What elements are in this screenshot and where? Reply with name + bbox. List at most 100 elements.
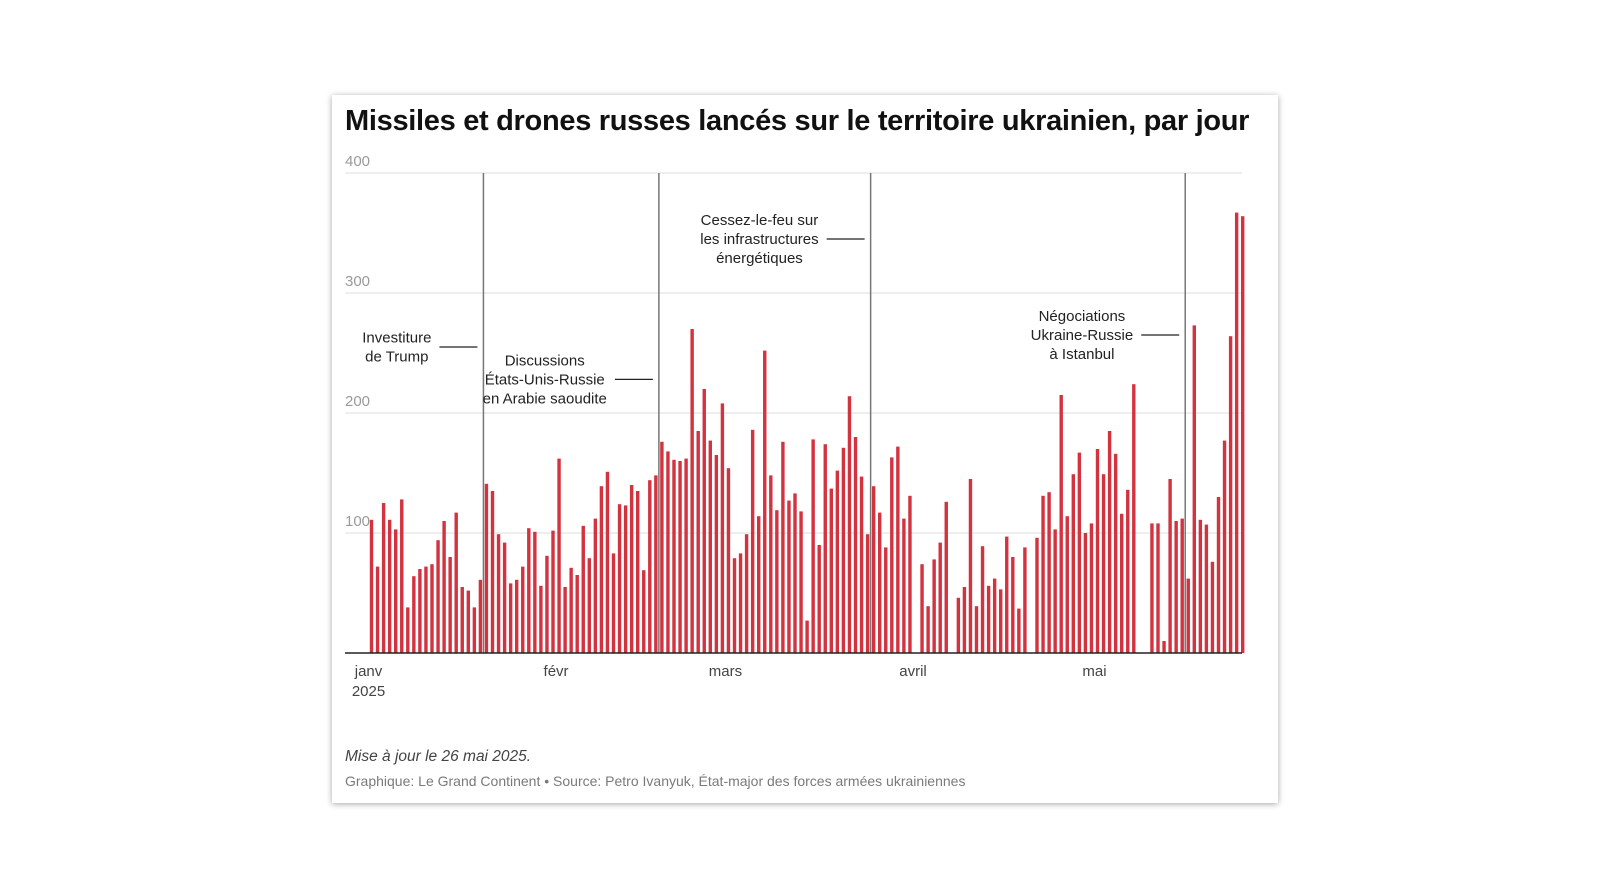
bar — [884, 547, 888, 653]
bar — [629, 485, 634, 653]
bar — [1241, 216, 1245, 653]
bar — [508, 583, 513, 653]
bar — [1198, 519, 1203, 653]
bar — [472, 607, 477, 653]
bar — [369, 519, 374, 653]
y-tick-label: 400 — [345, 153, 370, 170]
event-label: Investiture de Trump — [362, 330, 431, 366]
bar — [817, 545, 821, 653]
bar — [587, 558, 591, 653]
bar — [902, 518, 906, 653]
bar — [1216, 497, 1221, 653]
bar — [569, 567, 573, 653]
chart-title: Missiles et drones russes lancés sur le … — [345, 105, 1250, 137]
bar-chart: 400 300 200 100 Investiture de Trump Discussio… — [345, 153, 1245, 700]
bar — [605, 471, 610, 653]
bar — [442, 521, 446, 653]
bar — [944, 501, 948, 653]
x-tick-label: févr — [544, 663, 569, 680]
x-tick-year-label: 2025 — [352, 683, 385, 700]
bar — [1107, 431, 1112, 653]
bar — [448, 557, 452, 653]
bar — [460, 587, 464, 653]
bar — [702, 389, 706, 653]
bar — [1126, 489, 1130, 653]
event-label: Négociations Ukraine-Russie à Istanbul — [1031, 308, 1134, 363]
bar — [502, 542, 507, 653]
bar — [557, 458, 561, 653]
bar — [859, 476, 864, 653]
bar — [787, 500, 791, 653]
x-tick-label: mars — [709, 663, 742, 680]
source-credit: Graphique: Le Grand Continent • Source: … — [345, 773, 966, 789]
bar — [636, 491, 640, 653]
bar — [908, 495, 912, 653]
bar — [430, 564, 434, 653]
bar — [394, 529, 398, 653]
bar — [1132, 384, 1136, 653]
bar — [726, 468, 731, 653]
bar — [478, 579, 483, 653]
bar — [678, 461, 682, 653]
bar — [654, 475, 658, 653]
bar — [599, 486, 604, 653]
bar — [1180, 518, 1184, 653]
bar — [533, 531, 537, 653]
bar — [732, 558, 737, 653]
bar — [660, 441, 664, 653]
bar — [418, 569, 422, 653]
bar — [515, 579, 519, 653]
bar — [1228, 336, 1233, 653]
bar — [1053, 529, 1057, 653]
chart-card: Missiles et drones russes lancés sur le … — [332, 95, 1278, 803]
bar — [400, 499, 404, 653]
bar — [769, 475, 773, 653]
bar — [1047, 492, 1051, 653]
bar — [1174, 521, 1178, 653]
bar — [999, 589, 1003, 653]
bar — [484, 483, 489, 653]
bar — [454, 512, 458, 653]
bar — [841, 447, 846, 653]
bar — [690, 329, 694, 653]
bar — [551, 530, 555, 653]
bar — [527, 528, 531, 653]
bar — [611, 553, 616, 653]
bar — [968, 479, 973, 653]
bar — [865, 534, 870, 653]
event-label: Cessez-le-feu sur les infrastructures éner… — [700, 212, 818, 267]
y-tick-label: 200 — [345, 393, 370, 410]
bar — [1095, 449, 1100, 653]
bar — [829, 488, 833, 653]
update-note: Mise à jour le 26 mai 2025. — [345, 748, 532, 765]
bar — [1065, 516, 1069, 653]
bar — [920, 564, 924, 653]
bar — [775, 510, 779, 653]
event-label: Discussions États-Unis-Russie en Arabie sa… — [483, 352, 607, 407]
bar — [648, 480, 652, 653]
bar — [1186, 578, 1190, 653]
bar — [1120, 513, 1124, 653]
bar — [412, 576, 416, 653]
bar — [490, 491, 495, 653]
bar — [720, 403, 725, 653]
bar — [1005, 536, 1009, 653]
bar — [974, 606, 979, 653]
bar — [890, 457, 894, 653]
bar — [932, 559, 936, 653]
bar — [623, 505, 628, 653]
bar — [708, 440, 712, 653]
bar — [1234, 212, 1239, 653]
bar — [926, 606, 930, 653]
bar — [750, 429, 755, 653]
bar — [1011, 557, 1015, 653]
bar — [1077, 452, 1082, 653]
bar — [387, 519, 392, 653]
bar — [1071, 474, 1075, 653]
bar — [811, 439, 815, 653]
bar — [853, 437, 858, 653]
bar — [871, 486, 876, 653]
bar — [1156, 523, 1160, 653]
bar — [1162, 641, 1166, 653]
bar — [744, 534, 749, 653]
